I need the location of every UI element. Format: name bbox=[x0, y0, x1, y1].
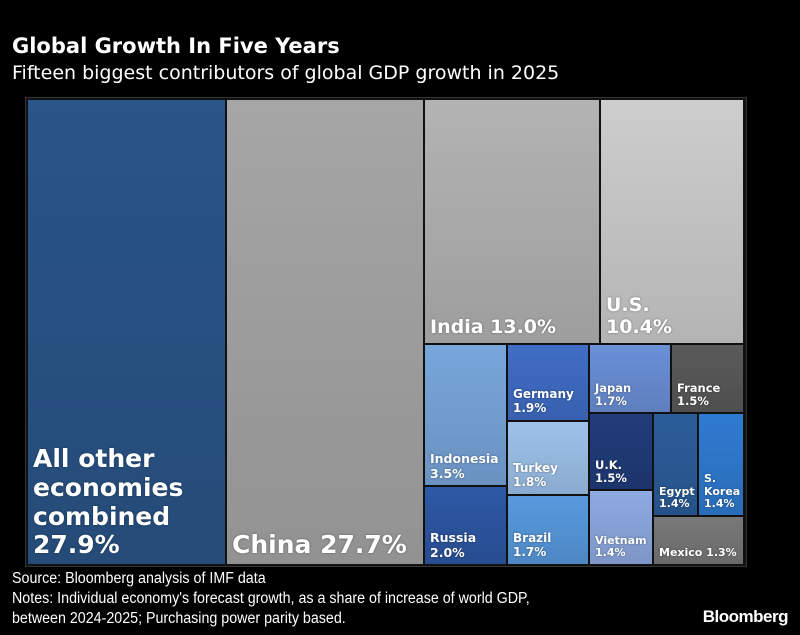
chart-subtitle: Fifteen biggest contributors of global G… bbox=[12, 62, 560, 84]
treemap-cell-u-s: U.S. 10.4% bbox=[601, 100, 743, 343]
treemap-label: Japan 1.7% bbox=[595, 380, 632, 408]
treemap-cell-egypt: Egypt 1.4% bbox=[654, 414, 697, 515]
treemap-cell-mexico: Mexico 1.3% bbox=[654, 517, 743, 564]
treemap-label: Mexico 1.3% bbox=[659, 546, 737, 560]
treemap: All other economies combined 27.9% China 27.… bbox=[25, 97, 747, 567]
treemap-label: Brazil 1.7% bbox=[513, 531, 552, 560]
treemap-cell-russia: Russia 2.0% bbox=[425, 487, 506, 564]
notes-line-1: Notes: Individual economy's forecast gro… bbox=[12, 590, 530, 607]
treemap-cell-vietnam: Vietnam 1.4% bbox=[590, 491, 652, 564]
treemap-cell-turkey: Turkey 1.8% bbox=[508, 422, 588, 494]
chart-title: Global Growth In Five Years bbox=[12, 34, 340, 58]
treemap-cell-all-other-economies-combined: All other economies combined 27.9% bbox=[28, 100, 225, 564]
treemap-cell-brazil: Brazil 1.7% bbox=[508, 496, 588, 564]
treemap-label: All other economies combined 27.9% bbox=[33, 444, 184, 560]
treemap-label: Indonesia 3.5% bbox=[430, 451, 499, 481]
treemap-cell-indonesia: Indonesia 3.5% bbox=[425, 345, 506, 485]
treemap-label: U.K. 1.5% bbox=[595, 457, 627, 485]
bloomberg-logo: Bloomberg bbox=[702, 607, 789, 626]
source-note: Source: Bloomberg analysis of IMF data bbox=[12, 570, 266, 587]
treemap-cell-india: India 13.0% bbox=[425, 100, 599, 343]
treemap-label: Vietnam 1.4% bbox=[595, 533, 647, 560]
treemap-label: Egypt 1.4% bbox=[659, 484, 695, 511]
treemap-cell-france: France 1.5% bbox=[672, 345, 743, 412]
treemap-label: Turkey 1.8% bbox=[513, 461, 558, 490]
treemap-cell-china: China 27.7% bbox=[227, 100, 423, 564]
treemap-cell-japan: Japan 1.7% bbox=[590, 345, 670, 412]
treemap-label: India 13.0% bbox=[430, 316, 557, 339]
treemap-label: France 1.5% bbox=[677, 380, 721, 408]
treemap-label: Germany 1.9% bbox=[513, 387, 574, 416]
treemap-cell-s-korea: S. Korea 1.4% bbox=[699, 414, 743, 515]
treemap-label: Russia 2.0% bbox=[430, 530, 477, 560]
treemap-label: U.S. 10.4% bbox=[606, 294, 672, 339]
notes-line-2: between 2024-2025; Purchasing power pari… bbox=[12, 610, 346, 627]
treemap-label: China 27.7% bbox=[232, 530, 407, 560]
treemap-cell-germany: Germany 1.9% bbox=[508, 345, 588, 420]
treemap-label: S. Korea 1.4% bbox=[704, 472, 741, 511]
treemap-cell-u-k: U.K. 1.5% bbox=[590, 414, 652, 489]
